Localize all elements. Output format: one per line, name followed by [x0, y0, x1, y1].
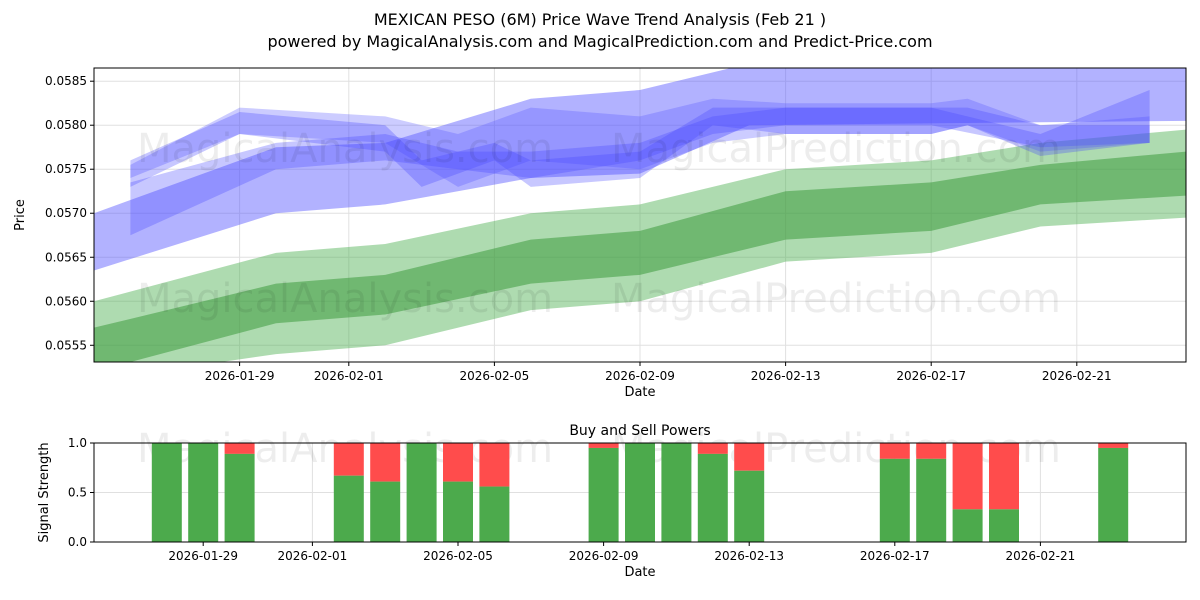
sell-bar — [443, 443, 473, 482]
y-tick-label: 0.0580 — [45, 118, 87, 132]
sell-bar — [479, 443, 510, 487]
sell-bar — [989, 443, 1019, 510]
x-tick-label: 2026-02-09 — [605, 369, 675, 383]
watermark: MagicalAnalysis.com — [137, 126, 553, 172]
sell-bar — [916, 443, 947, 459]
buy-bar — [697, 453, 728, 542]
buy-bar — [879, 458, 910, 542]
sell-bar — [588, 443, 619, 448]
watermark: MagicalPrediction.com — [611, 276, 1061, 322]
buy-bar — [188, 443, 219, 542]
buy-bar — [916, 458, 947, 542]
y-axis-label: Signal Strength — [37, 442, 52, 542]
y-tick-label: 1.0 — [68, 436, 87, 450]
x-tick-label: 2026-01-29 — [205, 369, 275, 383]
buy-bar — [224, 453, 255, 542]
x-axis-label: Date — [624, 385, 655, 400]
x-tick-label: 2026-02-01 — [278, 549, 348, 563]
sell-bar — [1098, 443, 1129, 448]
buy-bar — [443, 481, 473, 542]
sell-bar — [370, 443, 401, 482]
buy-bar — [734, 470, 765, 542]
buy-bar — [333, 475, 364, 542]
y-axis-label: Price — [13, 199, 28, 231]
buy-bar — [1098, 447, 1129, 542]
price-chart: 2026-01-29 2026-02-01 2026-02-05 2026-02-09… — [13, 67, 1187, 400]
buy-bar — [661, 443, 692, 542]
watermark: MagicalAnalysis.com — [137, 276, 553, 322]
x-tick-label: 2026-02-17 — [896, 369, 966, 383]
band-green-inner — [94, 151, 1186, 362]
chart-subtitle: powered by MagicalAnalysis.com and Magic… — [267, 32, 932, 51]
band-blue-low — [130, 90, 1150, 236]
x-tick-label: 2026-02-09 — [569, 549, 639, 563]
y-tick-label: 0.0 — [68, 535, 87, 549]
band-blue-wide — [94, 68, 1186, 271]
y-tick-label: 0.0570 — [45, 206, 87, 220]
plot-frame — [93, 442, 1187, 543]
buy-bar — [952, 509, 983, 542]
buy-bar — [370, 481, 401, 542]
sell-bar — [734, 443, 765, 471]
watermark: MagicalPrediction.com — [611, 126, 1061, 172]
x-tick-label: 2026-02-13 — [714, 549, 784, 563]
sell-bar — [879, 443, 910, 459]
band-blue-wobble — [130, 107, 1150, 187]
x-tick-label: 2026-02-17 — [860, 549, 930, 563]
bands-group — [94, 68, 1186, 362]
buy-bar — [625, 443, 655, 542]
x-tick-label: 2026-01-29 — [168, 549, 238, 563]
y-tick-label: 0.0560 — [45, 294, 87, 308]
subchart-title: Buy and Sell Powers — [569, 423, 710, 439]
buy-bar — [151, 443, 182, 542]
x-tick-label: 2026-02-21 — [1042, 369, 1112, 383]
y-tick-label: 0.0555 — [45, 338, 87, 352]
x-axis-label: Date — [624, 565, 655, 580]
buy-bar — [588, 447, 619, 542]
y-tick-label: 0.0575 — [45, 162, 87, 176]
x-tick-label: 2026-02-05 — [423, 549, 493, 563]
sell-bar — [697, 443, 728, 454]
plot-frame — [93, 67, 1187, 363]
buy-bar — [479, 486, 510, 542]
chart-title: MEXICAN PESO (6M) Price Wave Trend Analy… — [374, 10, 826, 29]
x-tick-label: 2026-02-01 — [314, 369, 384, 383]
x-tick-label: 2026-02-13 — [751, 369, 821, 383]
buy-bar — [989, 509, 1019, 542]
sell-bar — [333, 443, 364, 476]
signal-chart: Buy and Sell Powers 2026-01-29 2026-02-01 2… — [37, 423, 1187, 580]
sell-bar — [224, 443, 255, 454]
x-tick-label: 2026-02-21 — [1006, 549, 1076, 563]
sell-bar — [952, 443, 983, 510]
band-blue-mid — [130, 98, 1150, 187]
y-tick-label: 0.0585 — [45, 74, 87, 88]
y-tick-label: 0.0565 — [45, 250, 87, 264]
buy-bar — [406, 443, 437, 542]
x-tick-label: 2026-02-05 — [460, 369, 530, 383]
y-tick-label: 0.5 — [68, 486, 87, 500]
